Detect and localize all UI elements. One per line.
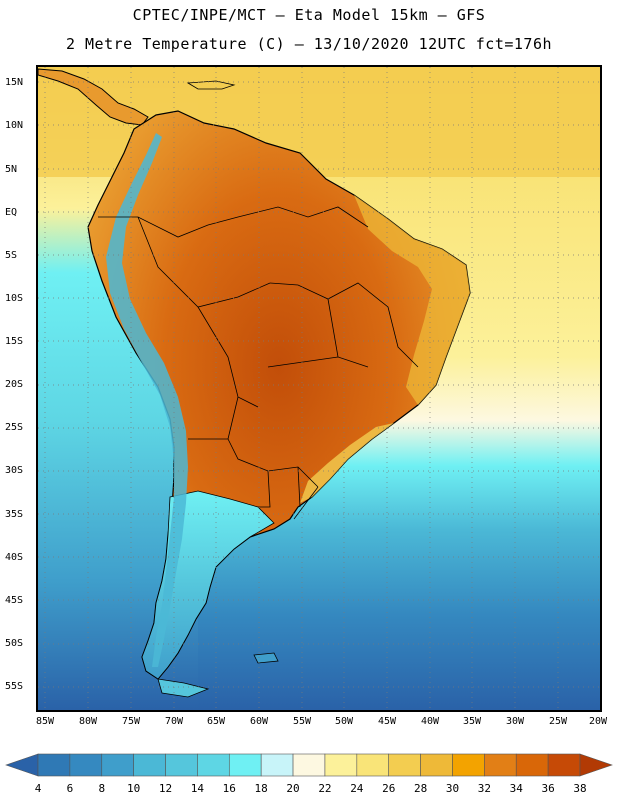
colorbar-tick-label: 16 — [222, 782, 236, 795]
colorbar-swatch — [324, 753, 358, 777]
colorbar-swatch — [452, 753, 485, 777]
colorbar-swatch — [260, 753, 294, 777]
colorbar-tick-label: 12 — [158, 782, 173, 795]
colorbar-swatch — [37, 753, 71, 777]
colorbar-tick-label: 24 — [350, 782, 364, 795]
temperature-colorbar — [5, 753, 613, 777]
lon-label-35w: 35W — [462, 716, 482, 727]
lat-label-10n: 10N — [5, 120, 24, 131]
title-line-2: 2 Metre Temperature (C) – 13/10/2020 12U… — [65, 35, 553, 53]
colorbar-swatch — [515, 753, 549, 777]
colorbar-tick-label: 6 — [66, 782, 74, 795]
country-borders — [98, 206, 419, 520]
colorbar-swatch — [69, 753, 103, 777]
lon-label-75w: 75W — [121, 716, 141, 727]
colorbar-tick-label: 22 — [318, 782, 332, 795]
colorbar-arrow-high — [579, 753, 613, 777]
lat-label-20s: 20S — [5, 379, 24, 390]
colorbar-swatch — [292, 753, 326, 777]
colorbar-tick-label: 18 — [254, 782, 268, 795]
colorbar-tick-label: 14 — [190, 782, 205, 795]
lon-label-20w: 20W — [588, 716, 608, 727]
northeast-brazil — [354, 195, 470, 405]
lon-label-45w: 45W — [377, 716, 397, 727]
colorbar-tick-label: 10 — [127, 782, 141, 795]
title-line-1: CPTEC/INPE/MCT – Eta Model 15km – GFS — [132, 6, 486, 24]
colorbar-tick-label: 8 — [98, 782, 106, 795]
colorbar-arrow-low — [5, 753, 39, 777]
southeast-coast — [300, 423, 394, 503]
lon-label-40w: 40W — [420, 716, 440, 727]
lat-label-eq: EQ — [5, 207, 18, 218]
colorbar-tick-label: 4 — [34, 782, 42, 795]
lat-label-30s: 30S — [5, 465, 24, 476]
colorbar-tick-label: 30 — [445, 782, 460, 795]
lon-label-50w: 50W — [334, 716, 354, 727]
central-america — [38, 68, 149, 126]
lon-label-70w: 70W — [164, 716, 184, 727]
colorbar-swatch — [547, 753, 581, 777]
colorbar-swatch — [388, 753, 421, 777]
lat-label-5s: 5S — [5, 250, 18, 261]
lon-label-85w: 85W — [35, 716, 55, 727]
map-canvas — [38, 67, 600, 710]
colorbar-swatch — [133, 753, 166, 777]
colorbar-swatch — [356, 753, 390, 777]
falkland-islands — [253, 652, 279, 664]
colorbar-swatch — [197, 753, 230, 777]
colorbar-tick-label: 32 — [477, 782, 491, 795]
lon-label-65w: 65W — [206, 716, 226, 727]
tierra-del-fuego — [157, 678, 210, 698]
colorbar-swatch — [420, 753, 453, 777]
lon-label-25w: 25W — [548, 716, 568, 727]
lon-label-80w: 80W — [78, 716, 98, 727]
lat-label-25s: 25S — [5, 422, 24, 433]
lat-label-15n: 15N — [5, 77, 24, 88]
lon-label-60w: 60W — [249, 716, 269, 727]
colorbar-swatch — [165, 753, 198, 777]
colorbar-swatch — [101, 753, 134, 777]
colorbar-tick-label: 36 — [541, 782, 555, 795]
lat-label-45s: 45S — [5, 595, 24, 606]
lat-label-55s: 55S — [5, 681, 24, 692]
lat-label-5n: 5N — [5, 164, 18, 175]
lat-label-15s: 15S — [5, 336, 24, 347]
graticule — [38, 67, 600, 710]
colorbar-tick-label: 38 — [573, 782, 587, 795]
temperature-map — [36, 65, 602, 712]
caribbean-island — [186, 80, 236, 90]
colorbar-swatch — [228, 753, 262, 777]
lon-label-30w: 30W — [505, 716, 525, 727]
lat-label-35s: 35S — [5, 509, 24, 520]
colorbar-tick-label: 28 — [413, 782, 428, 795]
colorbar-tick-label: 26 — [382, 782, 396, 795]
colorbar-swatch — [484, 753, 517, 777]
lat-label-10s: 10S — [5, 293, 24, 304]
colorbar-tick-label: 34 — [509, 782, 523, 795]
andes-mountains — [106, 133, 188, 667]
lon-label-55w: 55W — [292, 716, 312, 727]
lat-label-40s: 40S — [5, 552, 24, 563]
lat-label-50s: 50S — [5, 638, 24, 649]
colorbar-tick-label: 20 — [286, 782, 300, 795]
